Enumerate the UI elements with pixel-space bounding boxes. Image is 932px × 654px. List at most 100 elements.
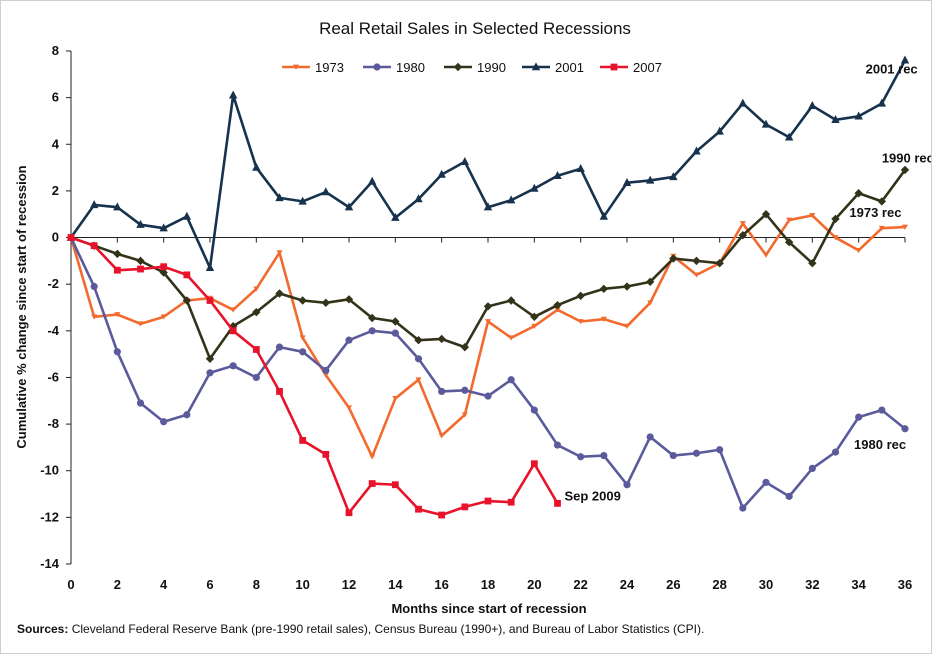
data-point-1980 bbox=[577, 453, 585, 461]
data-point-1980 bbox=[183, 411, 191, 419]
data-point-1990 bbox=[391, 317, 400, 326]
data-point-1973 bbox=[600, 316, 607, 322]
data-point-1980 bbox=[322, 366, 330, 375]
x-tick-label: 8 bbox=[253, 577, 260, 592]
data-point-1973 bbox=[624, 323, 630, 329]
data-point-1990 bbox=[182, 296, 192, 305]
data-point-2007 bbox=[461, 503, 469, 511]
x-axis-label: Months since start of recession bbox=[391, 601, 586, 616]
y-axis-label: Cumulative % change since start of reces… bbox=[14, 165, 29, 448]
series-1990 bbox=[66, 165, 910, 363]
data-point-1990 bbox=[576, 291, 585, 301]
annotation-label: 2001 rec bbox=[866, 62, 918, 77]
data-point-2007 bbox=[206, 297, 214, 304]
x-tick-label: 2 bbox=[114, 577, 121, 592]
x-tick-label: 32 bbox=[805, 577, 819, 592]
data-point-1990 bbox=[900, 165, 910, 175]
y-tick-label: -12 bbox=[40, 509, 59, 524]
data-point-1973 bbox=[485, 319, 491, 325]
data-point-1973 bbox=[114, 312, 121, 318]
legend-label: 2007 bbox=[633, 60, 662, 75]
data-point-1990 bbox=[414, 335, 423, 345]
data-point-1990 bbox=[530, 312, 539, 322]
data-point-1973 bbox=[832, 235, 839, 241]
data-point-1990 bbox=[321, 298, 331, 308]
data-point-1980 bbox=[229, 362, 237, 370]
y-tick-label: 6 bbox=[52, 90, 59, 105]
data-point-1980 bbox=[414, 355, 423, 363]
data-point-1973 bbox=[809, 212, 816, 219]
data-point-2007 bbox=[368, 480, 376, 487]
series-line-1990 bbox=[70, 169, 907, 361]
series-line-1973 bbox=[69, 214, 906, 459]
legend-item-1980: 1980 bbox=[363, 60, 425, 75]
data-point-2007 bbox=[322, 451, 330, 458]
data-point-2001 bbox=[275, 193, 284, 202]
sources-note: Sources: Cleveland Federal Reserve Bank … bbox=[17, 622, 704, 636]
data-point-2001 bbox=[761, 119, 771, 128]
x-tick-label: 6 bbox=[206, 577, 213, 592]
data-point-1973 bbox=[438, 433, 445, 439]
data-point-1980 bbox=[762, 478, 770, 486]
data-point-2007 bbox=[438, 511, 446, 519]
series-2007 bbox=[67, 234, 561, 519]
data-point-1990 bbox=[344, 295, 354, 304]
x-tick-label: 24 bbox=[620, 577, 635, 592]
data-point-2001 bbox=[483, 202, 493, 211]
data-point-1980 bbox=[90, 282, 98, 291]
data-point-1990 bbox=[808, 258, 817, 268]
data-point-1980 bbox=[113, 348, 121, 356]
annotation-label: Sep 2009 bbox=[564, 488, 620, 503]
data-point-2007 bbox=[67, 234, 75, 241]
data-point-1990 bbox=[738, 231, 748, 240]
legend-item-1973: 1973 bbox=[282, 60, 344, 75]
data-point-1973 bbox=[461, 412, 468, 418]
series-2001 bbox=[66, 55, 910, 272]
legend-item-2001: 2001 bbox=[522, 60, 584, 75]
series-1980 bbox=[67, 233, 909, 512]
data-point-2001 bbox=[136, 219, 145, 228]
data-point-1990 bbox=[252, 307, 261, 317]
data-point-1980 bbox=[623, 481, 631, 489]
data-point-1980 bbox=[692, 449, 701, 457]
data-point-2007 bbox=[229, 327, 237, 335]
data-point-2001 bbox=[252, 162, 261, 171]
data-point-2007 bbox=[90, 242, 98, 250]
data-point-1973 bbox=[346, 405, 352, 411]
series-line-1980 bbox=[69, 236, 906, 510]
data-point-2001 bbox=[900, 55, 910, 64]
data-point-2007 bbox=[160, 263, 168, 271]
data-point-1973 bbox=[554, 307, 561, 313]
data-point-2007 bbox=[345, 509, 353, 517]
data-point-1973 bbox=[531, 323, 538, 329]
legend-item-2007: 2007 bbox=[600, 60, 662, 75]
data-point-1980 bbox=[160, 418, 168, 426]
y-tick-label: 8 bbox=[52, 43, 59, 58]
data-point-2001 bbox=[831, 114, 840, 123]
y-tick-label: -8 bbox=[47, 416, 59, 431]
data-point-1980 bbox=[206, 369, 214, 377]
data-point-1973 bbox=[160, 314, 167, 320]
data-point-2007 bbox=[252, 346, 260, 353]
data-point-1990 bbox=[761, 210, 771, 219]
y-tick-label: -4 bbox=[47, 323, 59, 338]
data-point-1990 bbox=[715, 258, 724, 268]
data-point-2001 bbox=[460, 156, 470, 165]
annotation-label: 1990 rec bbox=[882, 150, 931, 165]
data-point-2001 bbox=[437, 169, 446, 178]
data-point-2001 bbox=[877, 98, 887, 107]
data-point-2001 bbox=[391, 212, 400, 221]
data-point-2001 bbox=[599, 211, 609, 220]
series-line-2001 bbox=[69, 59, 907, 270]
data-point-1980 bbox=[252, 373, 260, 382]
data-point-1973 bbox=[253, 286, 260, 292]
data-point-1973 bbox=[693, 272, 700, 278]
legend: 1973 1980 1990 2001 2007 bbox=[282, 60, 662, 75]
data-point-1973 bbox=[508, 335, 515, 341]
x-tick-label: 36 bbox=[898, 577, 912, 592]
data-point-2001 bbox=[414, 194, 423, 203]
sources-label: Sources: bbox=[17, 622, 69, 636]
x-tick-label: 16 bbox=[434, 577, 448, 592]
data-point-2001 bbox=[159, 223, 168, 232]
